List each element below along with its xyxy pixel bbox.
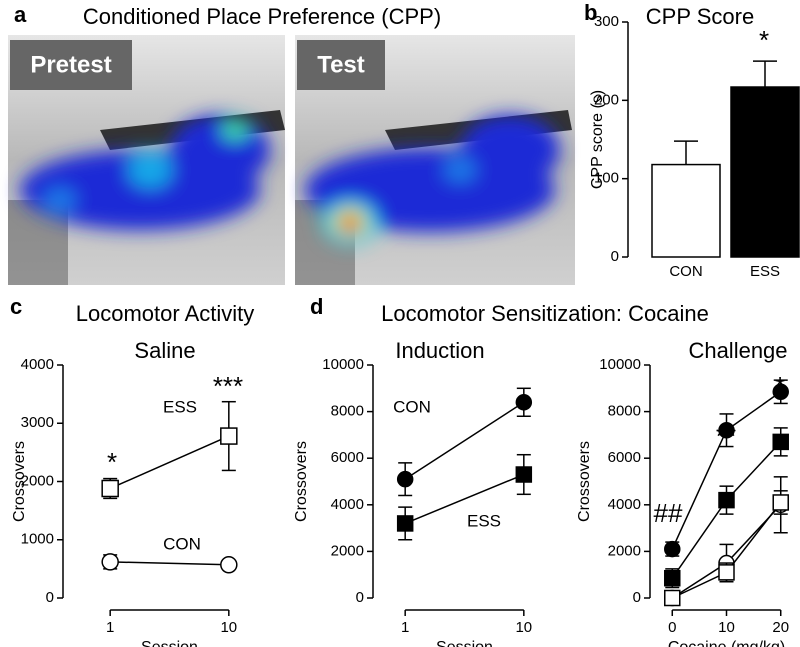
x-tick-label: CON [669, 263, 702, 280]
panel-label: b [584, 0, 597, 25]
y-tick-label: 2000 [608, 542, 641, 559]
x-tick-label: 10 [515, 619, 532, 636]
x-axis-label: Cocaine (mg/kg) [668, 639, 785, 647]
data-point [664, 569, 681, 587]
chart-title: Challenge [688, 338, 787, 363]
y-tick-label: 200 [594, 91, 619, 108]
data-point [396, 515, 414, 532]
y-tick-label: 0 [611, 248, 619, 265]
data-point [718, 564, 735, 581]
x-tick-label: 1 [401, 619, 409, 636]
series-label: CON [163, 534, 201, 553]
bar [651, 163, 721, 258]
y-tick-label: 8000 [608, 403, 641, 420]
group-title: Locomotor Sensitization: Cocaine [381, 301, 709, 326]
y-tick-label: 10000 [599, 356, 641, 373]
bar [730, 86, 800, 258]
y-tick-label: 8000 [331, 403, 364, 420]
y-axis-label: CPP score (s) [589, 90, 606, 189]
y-tick-label: 0 [356, 589, 364, 606]
y-tick-label: 10000 [322, 356, 364, 373]
y-tick-label: 0 [46, 589, 54, 606]
x-tick-label: 10 [718, 619, 735, 636]
y-tick-label: 6000 [331, 449, 364, 466]
x-axis-label: Session [436, 639, 493, 647]
image-label-box [10, 40, 132, 90]
data-point [664, 589, 681, 607]
data-point [515, 466, 533, 483]
image-label: Pretest [30, 51, 111, 78]
chart-title: Induction [395, 338, 484, 363]
data-point [220, 556, 238, 574]
significance-label: * [759, 25, 769, 55]
data-point [718, 491, 735, 509]
x-tick-label: 0 [668, 619, 676, 636]
series-label: ESS [163, 397, 197, 416]
y-tick-label: 3000 [21, 414, 54, 431]
y-tick-label: 2000 [21, 472, 54, 489]
series-label: CON [393, 397, 431, 416]
y-tick-label: 6000 [608, 449, 641, 466]
y-tick-label: 0 [633, 589, 641, 606]
series-line [404, 473, 525, 525]
significance-label: *** [213, 371, 243, 401]
image-label-box [297, 40, 385, 90]
data-point [101, 479, 119, 498]
y-tick-label: 4000 [608, 496, 641, 513]
data-point [220, 427, 238, 445]
data-point [718, 421, 735, 439]
data-point [772, 494, 789, 511]
y-tick-label: 2000 [331, 542, 364, 559]
data-point [772, 433, 789, 451]
x-tick-label: 10 [220, 619, 237, 636]
y-tick-label: 4000 [21, 356, 54, 373]
x-tick-label: ESS [750, 263, 780, 280]
series-line [110, 561, 229, 566]
data-point [396, 470, 414, 488]
data-point [515, 394, 533, 411]
data-point [664, 540, 681, 558]
y-tick-label: 300 [594, 13, 619, 30]
panel-label: a [14, 2, 27, 27]
series-line [404, 401, 525, 480]
significance-label: ## [654, 498, 683, 528]
y-tick-label: 100 [594, 170, 619, 187]
significance-label: * [107, 447, 117, 477]
figure-title: Conditioned Place Preference (CPP) [83, 4, 441, 29]
data-point [772, 383, 789, 401]
x-tick-label: 20 [772, 619, 789, 636]
y-tick-label: 4000 [331, 496, 364, 513]
y-axis-label: Crossovers [293, 441, 310, 522]
y-axis-label: Crossovers [576, 441, 593, 522]
chart-subtitle: Saline [134, 338, 195, 363]
chart-title: Locomotor Activity [76, 301, 255, 326]
x-tick-label: 1 [106, 619, 114, 636]
y-tick-label: 1000 [21, 531, 54, 548]
image-label: Test [317, 51, 365, 78]
series-line [109, 435, 230, 490]
series-label: ESS [467, 511, 501, 530]
y-axis-label: Crossovers [11, 441, 28, 522]
x-axis-label: Session [141, 639, 198, 647]
panel-label: d [310, 294, 323, 319]
data-point [101, 553, 119, 571]
heatmap-image [8, 35, 285, 285]
panel-label: c [10, 294, 22, 319]
chart-title: CPP Score [646, 4, 754, 29]
